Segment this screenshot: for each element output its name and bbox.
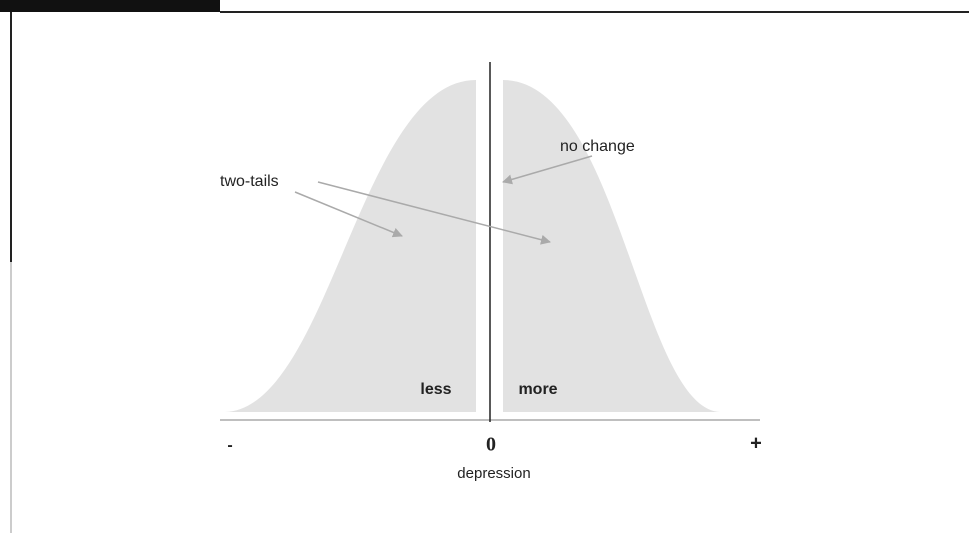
corner-block — [0, 0, 220, 12]
arrow — [317, 181, 551, 245]
axis-zero: 0 — [486, 434, 496, 456]
label: no change — [560, 138, 635, 155]
label: less — [420, 381, 451, 398]
axis-title: depression — [457, 465, 530, 482]
axis-end: - — [227, 437, 232, 454]
arrow — [502, 155, 593, 185]
label: two-tails — [220, 173, 279, 190]
curve-right — [503, 80, 720, 412]
axis-end: + — [750, 432, 762, 454]
curve-left — [225, 80, 476, 412]
arrow — [294, 191, 403, 238]
label: more — [518, 381, 557, 398]
